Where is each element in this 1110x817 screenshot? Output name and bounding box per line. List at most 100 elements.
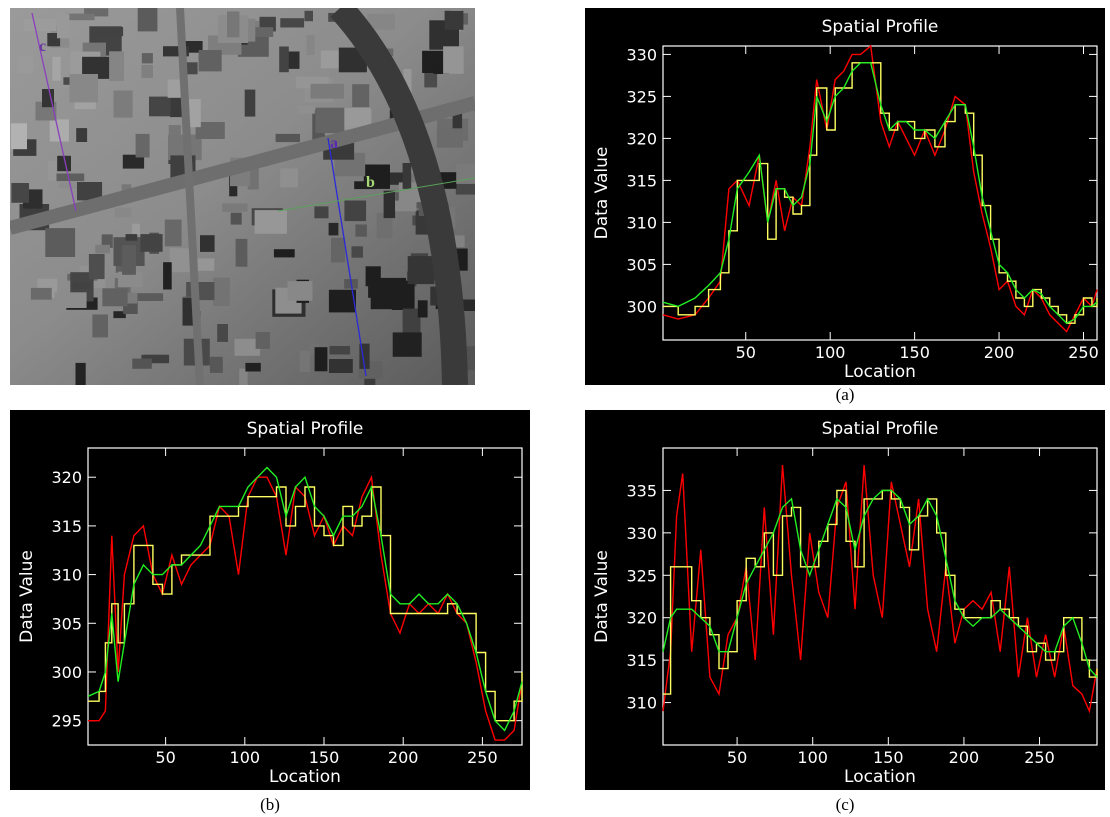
- building-block: [402, 308, 421, 334]
- building-block: [328, 289, 356, 313]
- building-block: [72, 282, 90, 289]
- highway: [330, 8, 468, 385]
- building-block: [141, 354, 170, 364]
- building-block: [308, 343, 320, 355]
- x-axis-label: Location: [844, 767, 916, 787]
- building-block: [450, 235, 465, 248]
- building-block: [164, 219, 182, 247]
- y-tick-label: 310: [626, 694, 657, 713]
- y-axis-label: Data Value: [17, 550, 37, 643]
- building-block: [113, 311, 126, 319]
- plot-frame: [662, 447, 1098, 746]
- building-block: [113, 90, 133, 118]
- building-block: [387, 172, 407, 185]
- building-block: [77, 182, 103, 201]
- building-block: [138, 293, 164, 301]
- building-block: [42, 89, 54, 108]
- x-tick-label: 250: [1024, 748, 1055, 767]
- building-block: [213, 277, 230, 306]
- building-block: [275, 133, 300, 143]
- building-block: [49, 119, 69, 142]
- building-block: [102, 288, 128, 307]
- y-tick-label: 295: [51, 712, 82, 731]
- building-block: [315, 107, 345, 134]
- plot-frame: [662, 45, 1098, 341]
- building-block: [121, 184, 132, 194]
- building-block: [101, 234, 113, 248]
- building-block: [200, 235, 215, 252]
- series-line-green: [87, 466, 523, 732]
- building-block: [54, 292, 87, 308]
- y-axis-label: Data Value: [592, 147, 612, 240]
- profile-line-a: [327, 137, 367, 377]
- building-block: [280, 18, 305, 28]
- caption-a: (a): [835, 385, 855, 404]
- x-axis-label: Location: [269, 767, 341, 787]
- building-block: [295, 76, 329, 89]
- building-block: [244, 89, 256, 117]
- building-block: [209, 356, 223, 373]
- building-block: [181, 41, 203, 53]
- building-block: [304, 10, 313, 22]
- x-tick-label: 50: [155, 748, 175, 767]
- chart-title: Spatial Profile: [822, 419, 939, 439]
- building-block: [376, 212, 393, 239]
- building-block: [329, 359, 353, 373]
- building-block: [76, 128, 88, 142]
- building-block: [109, 51, 125, 81]
- building-block: [392, 332, 422, 357]
- x-tick-label: 100: [797, 748, 828, 767]
- building-block: [310, 83, 344, 99]
- y-tick-label: 310: [626, 213, 657, 232]
- building-block: [368, 276, 377, 298]
- series-line-yellow: [88, 486, 523, 722]
- building-block: [355, 224, 367, 237]
- x-axis-label: Location: [844, 362, 916, 382]
- building-block: [114, 207, 132, 218]
- building-block: [279, 46, 289, 73]
- building-block: [141, 64, 153, 78]
- building-block: [395, 200, 417, 212]
- building-block: [11, 183, 29, 203]
- building-block: [227, 11, 240, 38]
- x-tick-label: 100: [230, 748, 261, 767]
- caption-b: (b): [260, 795, 280, 814]
- building-block: [336, 107, 370, 126]
- spatial-profile-chart-a: Spatial Profile Location Data Value 50 100 15…: [592, 17, 1099, 382]
- x-tick-label: 50: [727, 748, 747, 767]
- building-block: [306, 35, 315, 55]
- spatial-profile-chart-b: Spatial Profile Location Data Value 50 100 15…: [17, 419, 523, 787]
- building-block: [10, 123, 28, 150]
- building-block: [66, 13, 95, 21]
- y-tick-label: 320: [626, 609, 657, 628]
- building-block: [351, 246, 363, 258]
- series-line-red: [88, 474, 523, 741]
- building-block: [299, 350, 310, 372]
- building-block: [443, 46, 464, 74]
- building-block: [24, 19, 57, 31]
- profile-line-c: [31, 12, 77, 212]
- building-block: [95, 244, 110, 254]
- x-tick-label: 200: [388, 748, 419, 767]
- series-line-red: [662, 464, 1098, 714]
- y-tick-label: 325: [626, 566, 657, 585]
- building-block: [45, 228, 76, 257]
- y-tick-label: 310: [51, 566, 82, 585]
- x-tick-label: 150: [309, 748, 340, 767]
- y-tick-label: 330: [626, 45, 657, 64]
- building-block: [198, 50, 222, 72]
- y-tick-label: 315: [51, 517, 82, 536]
- y-tick-label: 300: [626, 297, 657, 316]
- building-block: [329, 346, 351, 355]
- chart-panel-b: Spatial Profile Location Data Value 50 100 15…: [10, 410, 530, 790]
- y-tick-label: 300: [51, 663, 82, 682]
- building-block: [280, 168, 298, 188]
- side-road: [176, 8, 204, 385]
- building-block: [149, 96, 171, 117]
- building-block: [141, 53, 153, 64]
- profile-label-c: c: [39, 38, 46, 55]
- building-block: [234, 338, 261, 356]
- building-block: [452, 104, 463, 130]
- building-block: [314, 347, 328, 372]
- building-block: [135, 133, 150, 158]
